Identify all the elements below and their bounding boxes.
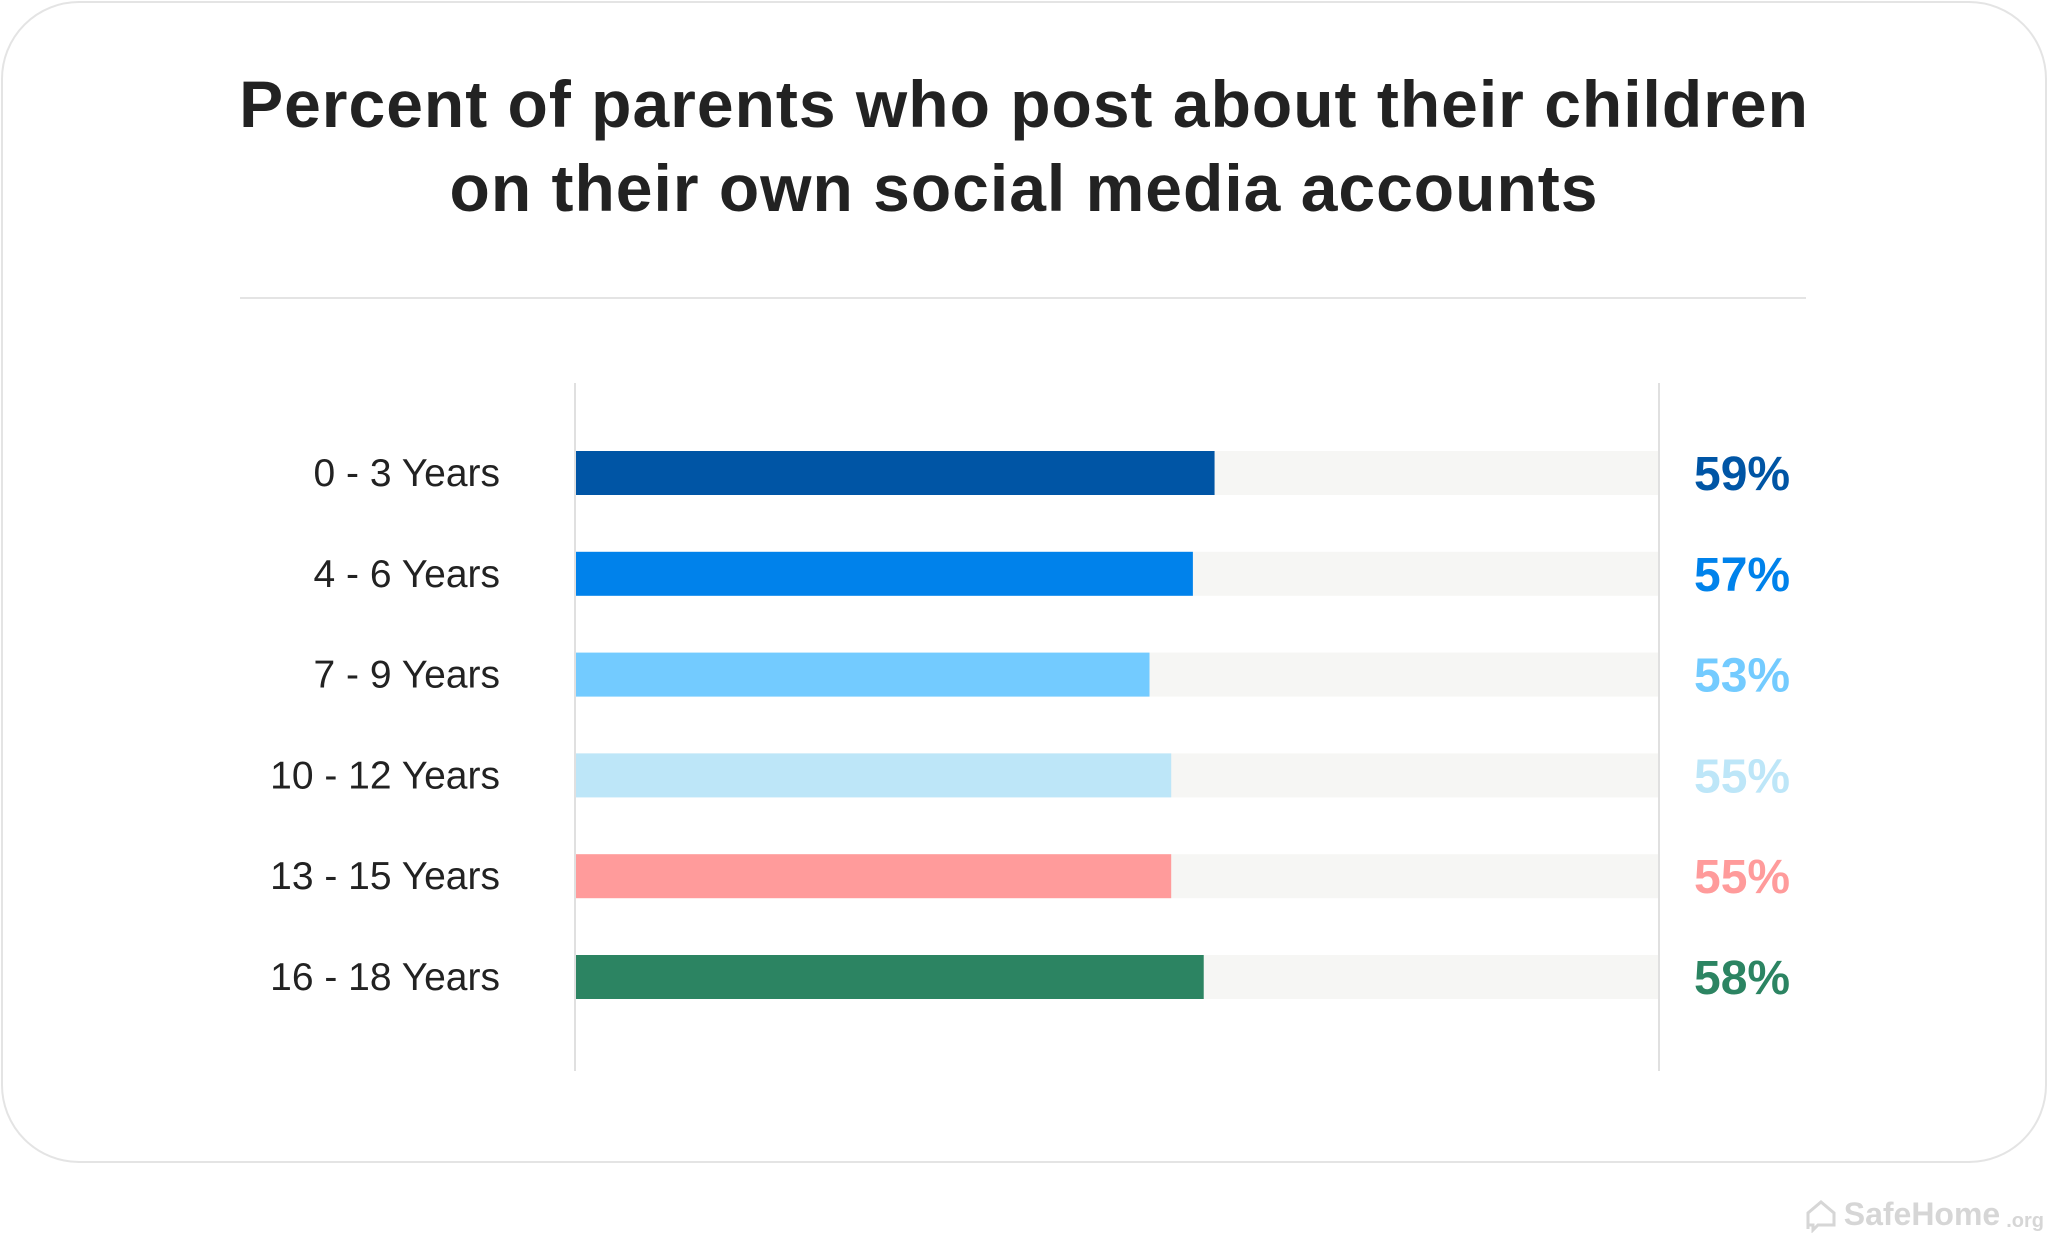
- category-label: 4 - 6 Years: [314, 553, 500, 596]
- category-label: 10 - 12 Years: [270, 754, 500, 797]
- category-label: 16 - 18 Years: [270, 956, 500, 999]
- bar: [575, 955, 1204, 999]
- bar: [575, 652, 1150, 697]
- value-label: 59%: [1694, 448, 1790, 501]
- title-line-1: Percent of parents who post about their …: [239, 67, 1809, 141]
- house-chat-icon: [1806, 1200, 1836, 1233]
- value-label: 55%: [1694, 851, 1790, 904]
- title-divider: [240, 297, 1806, 299]
- bar: [575, 551, 1193, 596]
- bar: [575, 854, 1172, 899]
- value-label: 53%: [1694, 650, 1790, 703]
- bar: [575, 753, 1172, 798]
- chart-title: Percent of parents who post about their …: [0, 62, 2048, 230]
- safehome-logo: SafeHome .org: [1804, 1196, 2044, 1233]
- category-label: 13 - 15 Years: [270, 855, 500, 898]
- title-line-2: on their own social media accounts: [449, 151, 1599, 225]
- value-label: 55%: [1694, 750, 1790, 803]
- category-label: 0 - 3 Years: [314, 452, 500, 495]
- value-label: 57%: [1694, 549, 1790, 602]
- category-label: 7 - 9 Years: [314, 654, 500, 697]
- logo-text: SafeHome: [1843, 1196, 2001, 1232]
- value-label: 58%: [1694, 952, 1790, 1005]
- logo-suffix: .org: [2006, 1210, 2044, 1232]
- bar: [575, 451, 1215, 495]
